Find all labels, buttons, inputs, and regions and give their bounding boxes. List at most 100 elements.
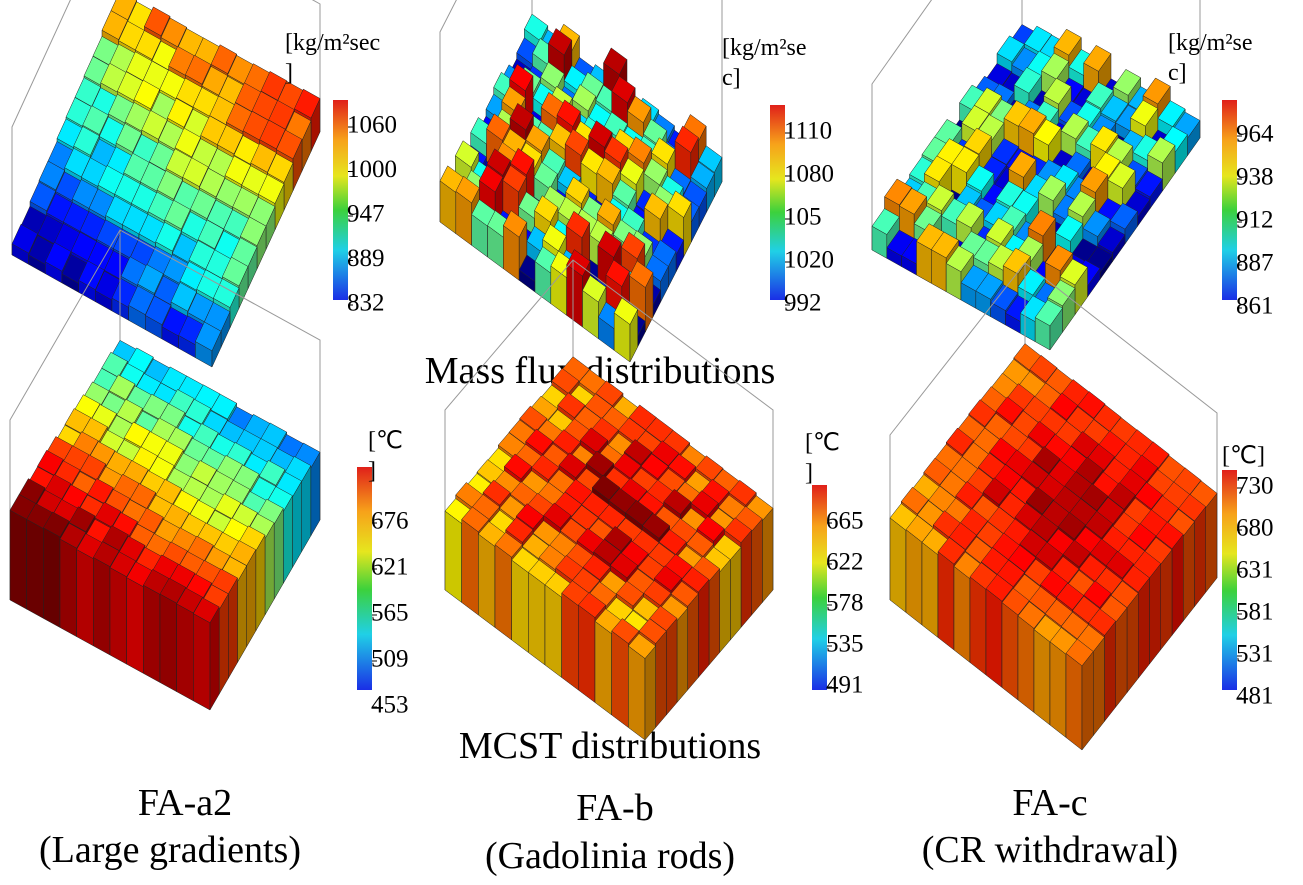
bar-top [503, 210, 528, 238]
bar-top [1157, 100, 1186, 128]
bar-top [698, 145, 723, 173]
bar-top [101, 10, 128, 40]
bar-top [502, 164, 527, 193]
bar-top [955, 481, 984, 509]
bar-side [126, 577, 144, 674]
bar-side [1049, 641, 1067, 739]
bar-top [1050, 392, 1079, 421]
bar-top [531, 454, 560, 481]
bar-top [690, 490, 719, 516]
bar-top [926, 184, 955, 212]
bar-top [192, 597, 220, 624]
bar-top [585, 450, 615, 477]
bar-top [1100, 94, 1129, 122]
bar-side [1194, 505, 1206, 608]
bar-side [193, 613, 211, 711]
bar-top [995, 180, 1024, 208]
bar-top [210, 44, 237, 74]
bar-top [1032, 446, 1061, 474]
bar-top [59, 522, 87, 549]
colorbar-tick-label: 491 [826, 672, 864, 699]
bar-side [1081, 650, 1094, 751]
bar-side [698, 578, 710, 679]
bar-top [884, 178, 913, 206]
bar-top [1008, 151, 1037, 178]
bar-top [543, 502, 572, 529]
unit-label: [℃] [1222, 443, 1265, 469]
bar-side [740, 529, 752, 629]
bar-top [137, 264, 164, 294]
bar-top [556, 99, 581, 127]
unit-label: [kg/m²se [722, 35, 807, 61]
bar-top [156, 170, 183, 200]
bar-field [444, 259, 774, 741]
bar-top [224, 155, 251, 186]
column-description: (Gadolinia rods) [485, 835, 735, 877]
bar-top [625, 499, 654, 526]
bar-top [222, 256, 249, 287]
bar-top [685, 531, 715, 557]
bar-top [160, 17, 187, 48]
frame [439, 0, 723, 222]
bar-top [503, 453, 533, 480]
colorbar-tick-label: 631 [1236, 557, 1274, 584]
bar-top [1134, 170, 1163, 198]
bar-top [638, 618, 667, 644]
bar-top [540, 61, 565, 90]
bar-top [1067, 190, 1096, 218]
bar-side [719, 558, 731, 654]
bar-top [11, 223, 38, 254]
bar-top [690, 161, 715, 189]
bar-top [968, 399, 997, 427]
bar-top [670, 581, 699, 607]
bar-top [937, 536, 966, 565]
bar-top [603, 525, 633, 552]
colorbar-tick-label: 832 [347, 290, 385, 317]
bar-side [655, 630, 667, 729]
column-description: (CR withdrawal) [922, 829, 1178, 871]
bar-top [195, 321, 222, 352]
bar-top [141, 110, 168, 140]
bar-top [643, 158, 668, 186]
bar-top [963, 127, 992, 155]
bar-top [996, 35, 1025, 63]
bar-top [613, 452, 642, 479]
colorbar-tick-label: 622 [826, 549, 864, 576]
bar-top [557, 392, 586, 419]
bar-side [1065, 652, 1083, 751]
bar-top [582, 275, 607, 303]
bar-side [921, 541, 939, 639]
bar-top [1093, 404, 1122, 432]
bar-top [1002, 247, 1031, 275]
bar-top [1057, 512, 1086, 540]
bar-top [579, 427, 609, 454]
bar-field [439, 0, 723, 363]
bar-top [913, 205, 942, 233]
colorbar-tick-label: 531 [1236, 641, 1274, 668]
bar-top [533, 161, 558, 190]
bar-top [681, 566, 710, 593]
bar-top [45, 241, 72, 272]
bar-top [584, 393, 613, 420]
bar-top [214, 493, 242, 519]
bar-top [615, 580, 645, 607]
row-caption: MCST distributions [459, 725, 761, 767]
bar-top [565, 210, 590, 239]
bar-side [255, 534, 266, 632]
bar-top [985, 217, 1014, 245]
colorbar-tick-label: 938 [1236, 164, 1274, 191]
colorbar-tick-label: 912 [1236, 207, 1274, 234]
bar-top [479, 165, 504, 193]
bar-top [276, 129, 303, 160]
bar-top [609, 552, 639, 579]
bar-side [1001, 602, 1019, 701]
bar-side [43, 527, 61, 628]
bar-top [651, 137, 676, 165]
bar-side [176, 603, 194, 702]
bar-top [115, 123, 142, 153]
bar-top [595, 380, 624, 407]
colorbar-tick-label: 1110 [784, 118, 832, 145]
bar-top [217, 124, 244, 155]
bar-top [572, 84, 597, 112]
colorbar [1222, 470, 1237, 690]
